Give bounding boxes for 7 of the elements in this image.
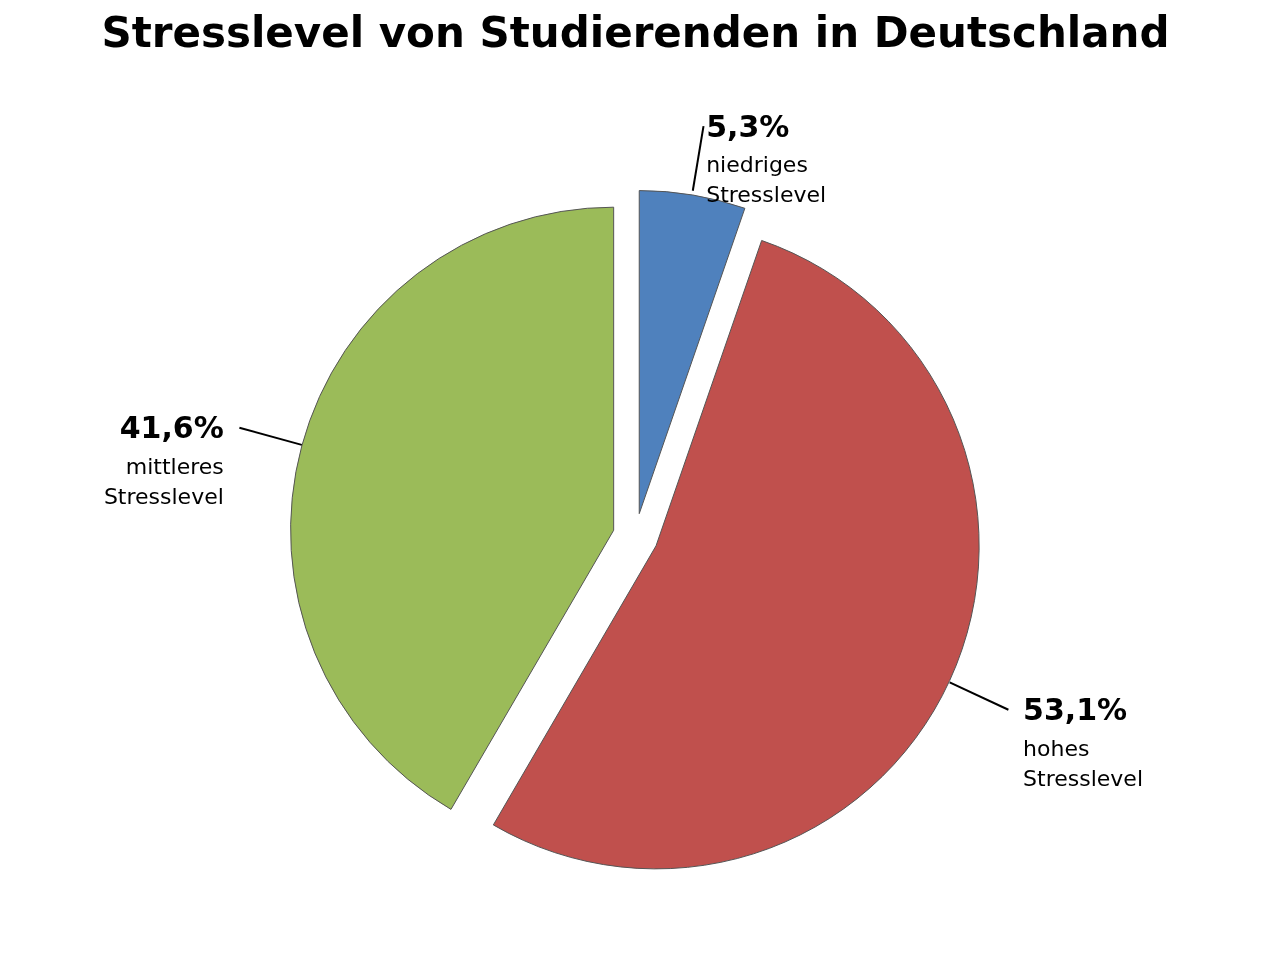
data-label: 53,1% (1023, 692, 1128, 728)
slice-label: hohes Stresslevel (1023, 735, 1144, 791)
data-label: 41,6% (119, 410, 224, 446)
data-label: 5,3% (706, 108, 790, 144)
slice-label: mittleres Stresslevel (103, 453, 224, 509)
slice-label: niedriges Stresslevel (706, 152, 827, 208)
chart-title: Stresslevel von Studierenden in Deutschland (101, 7, 1170, 57)
